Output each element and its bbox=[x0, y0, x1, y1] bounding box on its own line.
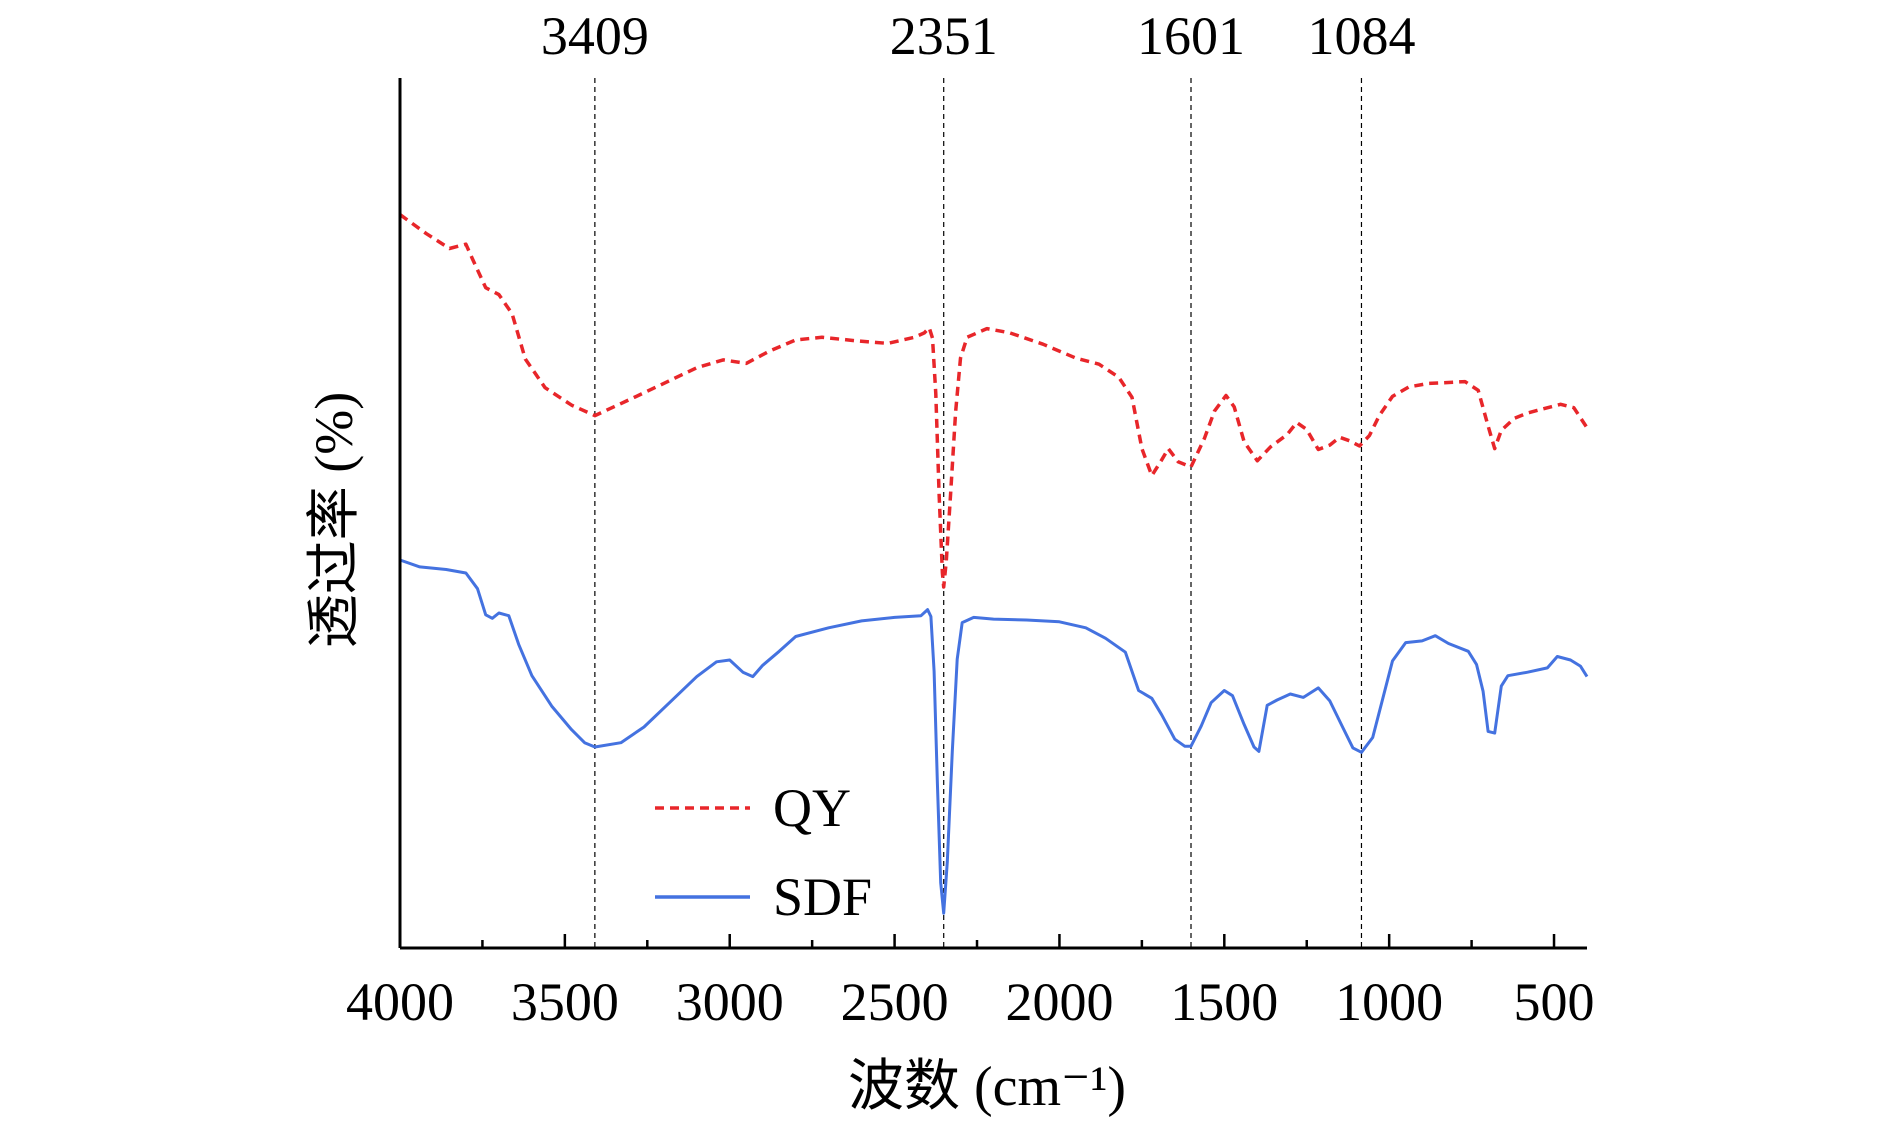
x-tick-label: 3000 bbox=[676, 972, 784, 1032]
reference-label-3409: 3409 bbox=[541, 6, 649, 66]
x-tick-label: 2500 bbox=[841, 972, 949, 1032]
x-tick-label: 4000 bbox=[346, 972, 454, 1032]
reference-label-1084: 1084 bbox=[1307, 6, 1415, 66]
reference-label-1601: 1601 bbox=[1137, 6, 1245, 66]
reference-label-2351: 2351 bbox=[890, 6, 998, 66]
x-tick-label: 1500 bbox=[1170, 972, 1278, 1032]
x-tick-label: 500 bbox=[1514, 972, 1595, 1032]
series-group bbox=[398, 213, 1589, 915]
axes bbox=[398, 78, 1587, 950]
series-line-qy bbox=[398, 213, 1589, 589]
legend: QY SDF bbox=[655, 778, 872, 927]
legend-label-qy: QY bbox=[773, 778, 851, 838]
x-ticks: 4000 3500 3000 2500 2000 1500 1000 500 bbox=[346, 934, 1595, 1032]
reference-labels: 3409 2351 1601 1084 bbox=[541, 6, 1416, 66]
reference-lines bbox=[594, 78, 1363, 948]
series-line-sdf bbox=[399, 558, 1589, 915]
x-tick-label: 1000 bbox=[1335, 972, 1443, 1032]
x-axis-label: 波数 (cm⁻¹) bbox=[848, 1056, 1126, 1118]
legend-label-sdf: SDF bbox=[773, 867, 872, 927]
x-tick-label: 3500 bbox=[511, 972, 619, 1032]
y-axis-label: 透过率 (%) bbox=[304, 392, 364, 648]
x-tick-label: 2000 bbox=[1005, 972, 1113, 1032]
